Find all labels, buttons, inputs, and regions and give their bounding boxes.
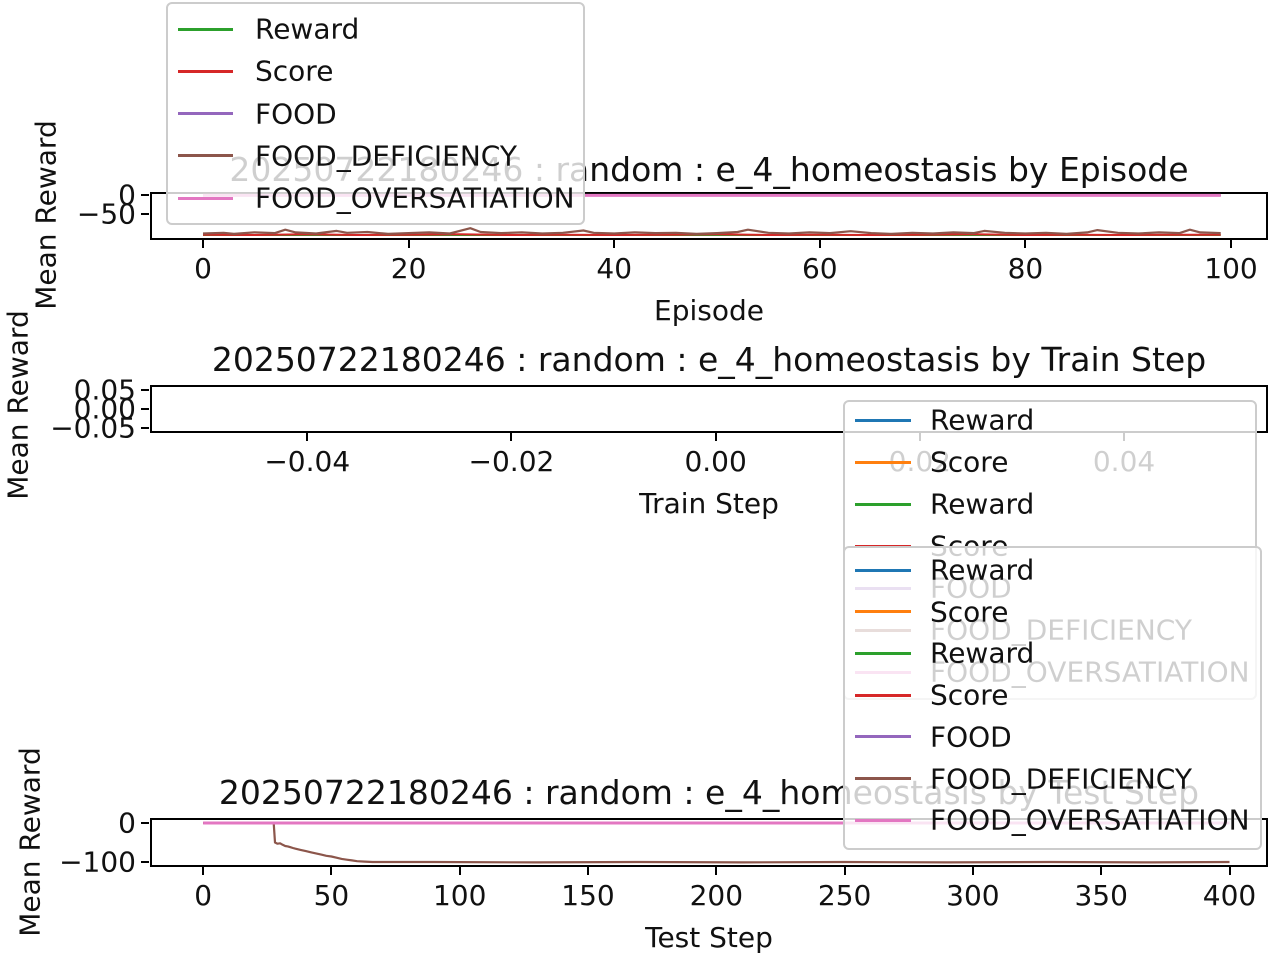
legend-sample-line	[178, 112, 233, 116]
legend-sample-line	[178, 69, 233, 73]
x-tick-mark	[843, 867, 846, 875]
x-tick-label: 200	[689, 879, 744, 912]
legend-sample-line	[855, 568, 911, 572]
y-tick-mark	[141, 861, 149, 863]
legend-entry-label: Score	[930, 595, 1009, 629]
y-tick-label: 0.00	[73, 392, 136, 426]
y-tick-mark	[141, 408, 149, 410]
axes-box	[150, 192, 1268, 240]
axes-box	[150, 385, 1268, 433]
legend-entry-label: Score	[930, 445, 1009, 479]
y-tick-mark	[141, 194, 149, 197]
x-tick-label: −0.04	[264, 445, 351, 478]
x-tick-label: 60	[801, 252, 838, 285]
x-tick-mark	[458, 867, 461, 875]
x-tick-mark	[1229, 240, 1232, 248]
x-tick-label: 350	[1074, 879, 1128, 912]
legend-entry-label: FOOD_DEFICIENCY	[930, 762, 1192, 795]
legend-sample-line	[855, 818, 911, 822]
legend-entry-label: Reward	[930, 487, 1035, 521]
x-tick-label: 150	[561, 879, 615, 912]
legend-sample-line	[855, 693, 911, 697]
series-line-score	[202, 233, 1221, 236]
x-tick-label: 80	[1007, 252, 1044, 285]
legend-entry-label: Score	[255, 54, 334, 88]
x-tick-mark	[971, 867, 974, 875]
y-axis-label: Mean Reward	[29, 120, 63, 310]
legend-entry-label: FOOD_OVERSATIATION	[930, 803, 1250, 837]
legend-box	[843, 546, 1262, 850]
x-tick-label: 50	[313, 879, 350, 912]
legend-entry-label: FOOD	[255, 97, 337, 131]
y-axis-label: Mean Reward	[1, 310, 35, 500]
y-tick-label: 0	[118, 806, 136, 840]
legend-sample-line	[855, 502, 911, 506]
x-tick-mark	[587, 867, 589, 875]
legend-entry-label: Reward	[255, 12, 360, 46]
legend-sample-line	[855, 460, 911, 464]
x-tick-label: 0	[194, 252, 212, 285]
x-tick-mark	[510, 433, 513, 441]
x-tick-label: 300	[946, 879, 1000, 912]
legend-entry-label: Reward	[930, 553, 1035, 587]
y-tick-label: 0.05	[73, 373, 136, 407]
x-tick-mark	[818, 240, 821, 248]
legend-entry-label: Reward	[930, 636, 1035, 670]
x-tick-label: 20	[390, 252, 427, 285]
y-tick-label: −100	[59, 845, 136, 879]
legend-sample-line	[178, 196, 233, 200]
series-line-food_deficiency	[203, 821, 1230, 864]
x-tick-mark	[407, 240, 410, 248]
x-tick-label: 400	[1202, 879, 1257, 912]
legend-entry-label: Score	[930, 678, 1009, 712]
y-tick-mark	[141, 427, 149, 430]
x-tick-label: −0.02	[468, 445, 555, 478]
legend-entry-label: FOOD_OVERSATIATION	[255, 181, 575, 215]
y-tick-label: −50	[76, 197, 136, 231]
legend-sample-line	[855, 418, 911, 422]
x-tick-label: 100	[432, 879, 487, 912]
axes-box	[150, 818, 1268, 867]
y-tick-mark	[141, 213, 149, 216]
legend-entry-label: Reward	[930, 403, 1035, 437]
x-tick-label: 100	[1204, 252, 1258, 285]
legend-entry-label: FOOD_DEFICIENCY	[255, 139, 517, 173]
x-tick-mark	[330, 867, 333, 875]
x-tick-mark	[715, 867, 718, 875]
plot-title: 20250722180246 : random : e_4_homeostasi…	[211, 340, 1207, 379]
y-tick-mark	[141, 821, 149, 824]
x-axis-label: Train Step	[639, 487, 779, 520]
x-tick-mark	[714, 433, 717, 441]
legend-sample-line	[855, 777, 911, 780]
x-tick-mark	[1100, 867, 1103, 875]
x-tick-mark	[202, 867, 205, 875]
x-tick-mark	[613, 240, 616, 248]
x-axis-label: Test Step	[645, 921, 773, 954]
legend-sample-line	[855, 735, 911, 739]
x-tick-label: 0.00	[684, 445, 747, 478]
y-tick-label: −0.05	[50, 411, 136, 445]
y-tick-mark	[141, 388, 149, 391]
x-tick-mark	[306, 433, 309, 441]
series-line-food_deficiency	[202, 227, 1221, 235]
x-tick-label: 0	[194, 879, 213, 912]
legend-box	[166, 2, 585, 225]
legend-sample-line	[855, 610, 911, 614]
y-tick-label: 0	[118, 178, 136, 212]
x-tick-mark	[202, 240, 205, 248]
legend-sample-line	[178, 154, 233, 158]
x-tick-mark	[1024, 240, 1027, 248]
legend-sample-line	[178, 27, 233, 31]
y-axis-label: Mean Reward	[13, 747, 47, 937]
x-axis-label: Episode	[654, 294, 764, 327]
x-tick-mark	[1228, 867, 1231, 875]
legend-entry-label: FOOD	[930, 720, 1012, 754]
x-tick-label: 250	[817, 879, 872, 912]
legend-sample-line	[855, 651, 911, 655]
x-tick-label: 40	[596, 252, 633, 285]
